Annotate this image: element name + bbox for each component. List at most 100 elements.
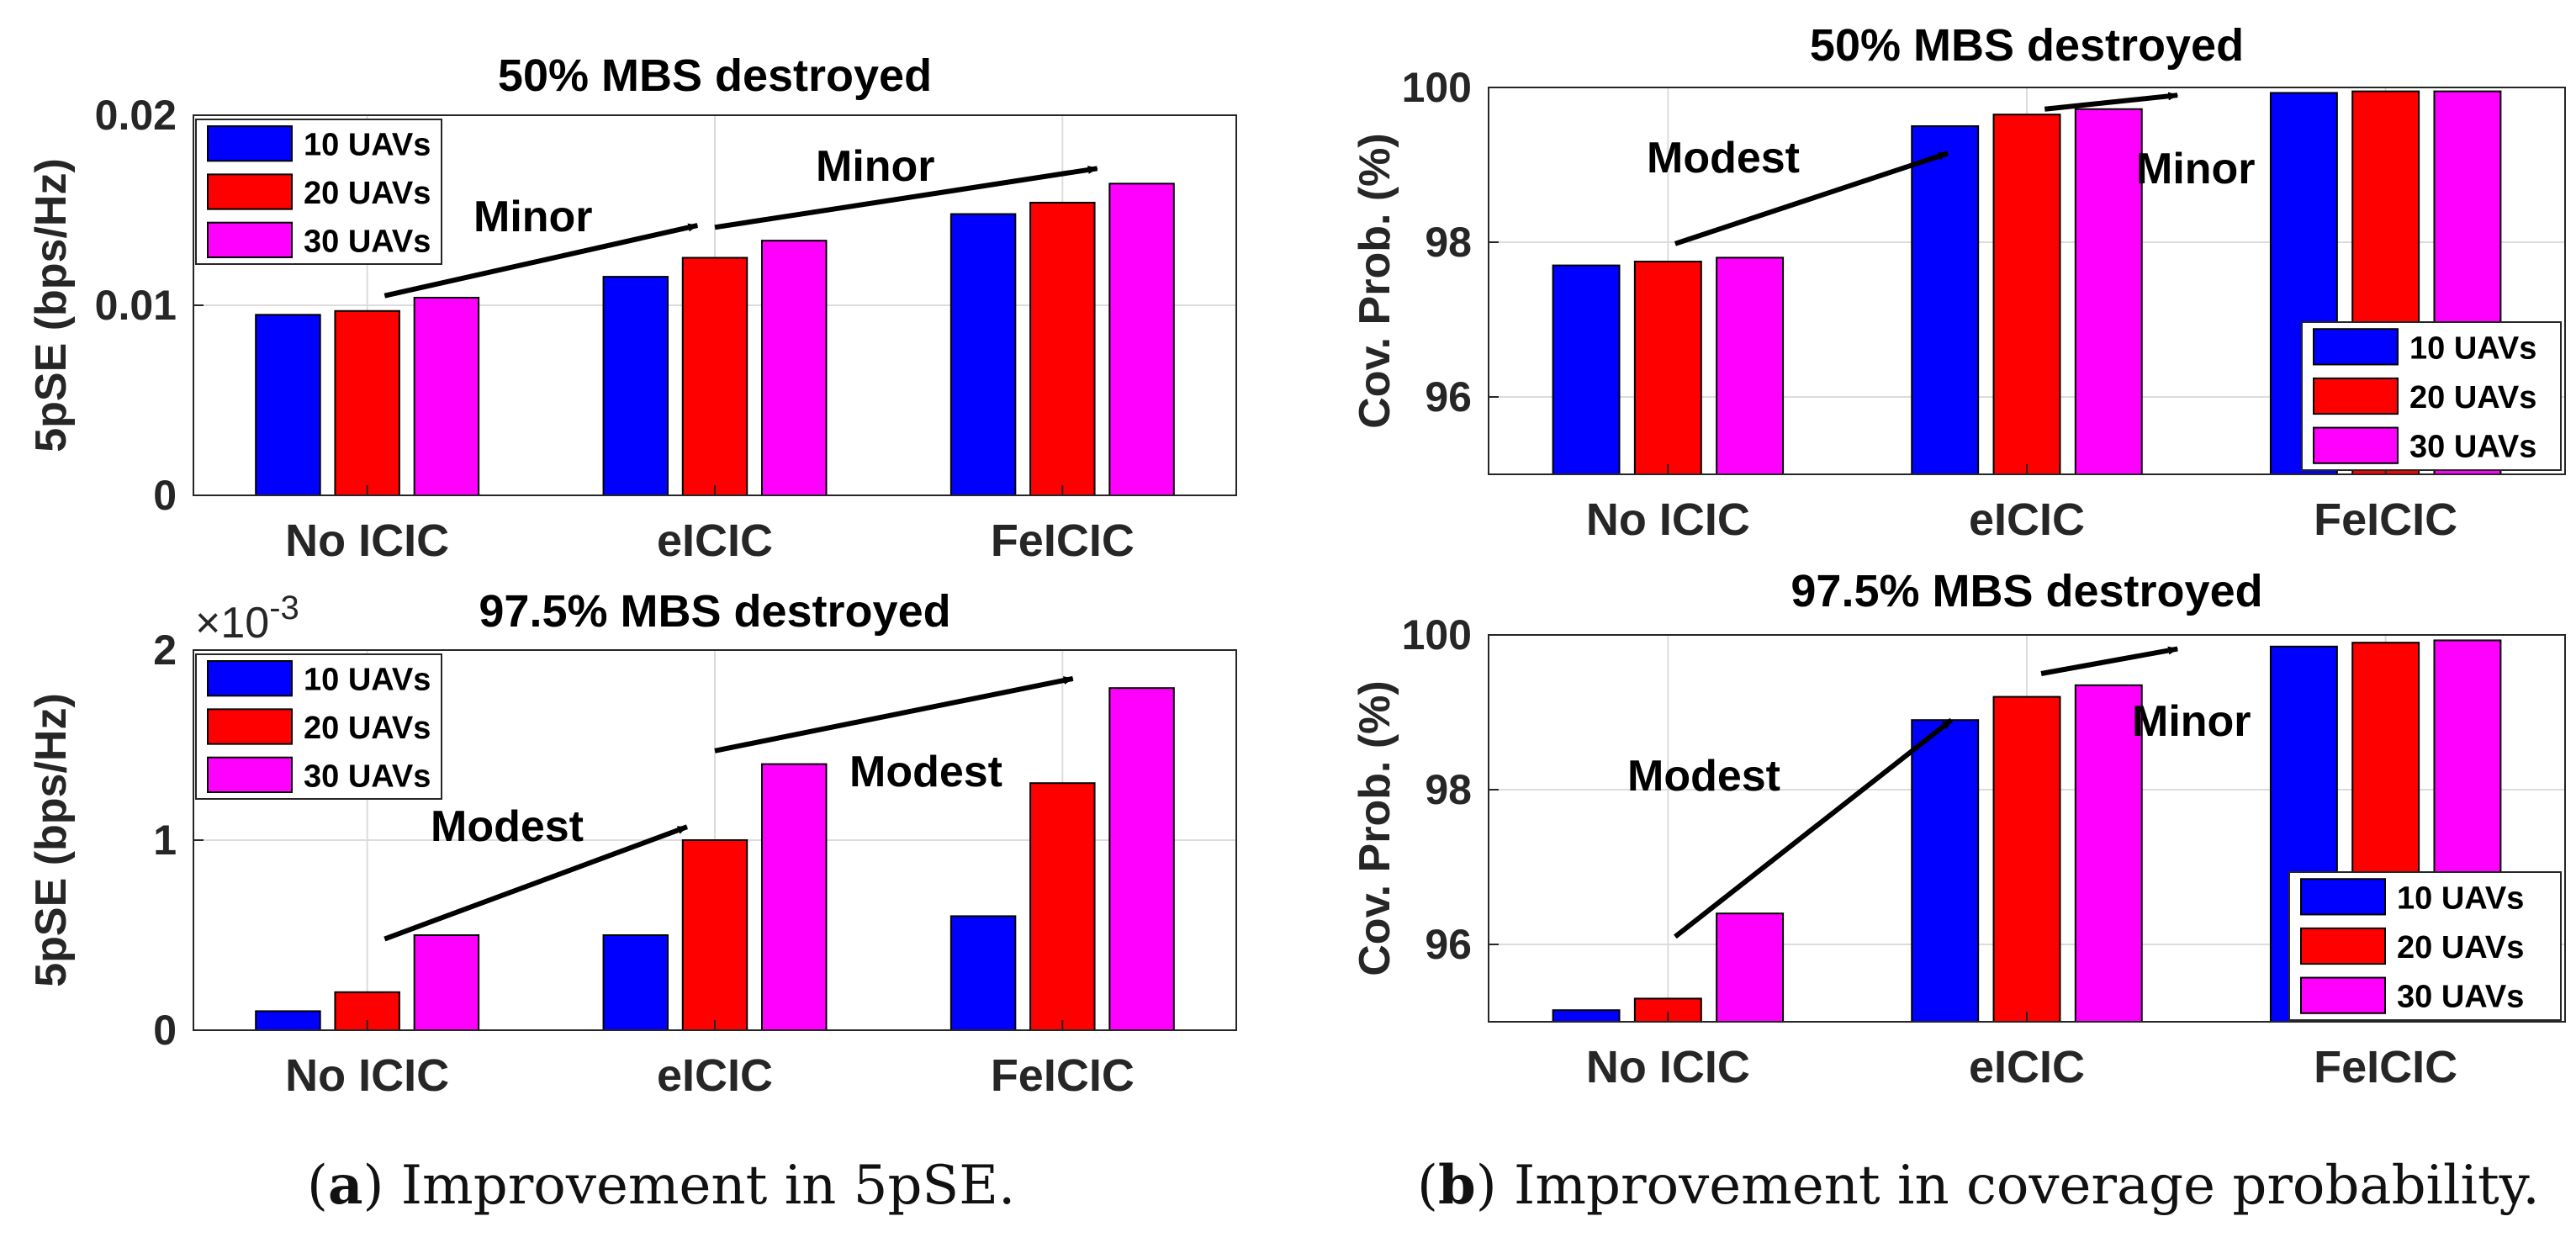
bar-30-uavs	[2074, 108, 2143, 475]
annotation-label: Modest	[1647, 134, 1800, 182]
bar-10-uavs	[949, 213, 1017, 497]
annotation-label: Minor	[816, 142, 935, 191]
legend-swatch	[2313, 377, 2399, 415]
x-tick-label: FeICIC	[991, 516, 1135, 566]
chart-title: 50% MBS destroyed	[1810, 20, 2244, 71]
y-tick-label: 0.02	[95, 92, 177, 139]
annotation-arrow	[1674, 151, 1949, 246]
legend-label: 20 UAVs	[304, 711, 431, 746]
caption-a-text: ) Improvement in 5pSE.	[362, 1155, 1016, 1217]
x-tick-label: No ICIC	[1586, 494, 1750, 545]
annotation-label: Minor	[473, 193, 593, 241]
chart-title: 50% MBS destroyed	[498, 50, 932, 101]
legend-swatch	[207, 660, 293, 697]
caption-b: (b) Improvement in coverage probability.	[1417, 1154, 2540, 1217]
y-axis-label: 5pSE (bps/Hz)	[27, 158, 76, 452]
chart-coverage-50pct: 96 98 100 No ICIC eICIC FeICIC 50% MBS destroy…	[1351, 20, 2566, 545]
bar-10-uavs	[949, 915, 1017, 1032]
x-tick-label: No ICIC	[285, 516, 449, 566]
bar-10-uavs	[1552, 1009, 1621, 1023]
x-tick-label: No ICIC	[285, 1050, 449, 1101]
annotation-arrow	[383, 223, 699, 299]
y-exponent-label: ×10-3	[195, 590, 299, 648]
bar-30-uavs	[413, 296, 480, 496]
legend-swatch	[207, 221, 293, 258]
x-tick-label: No ICIC	[1586, 1042, 1750, 1092]
annotation-label: Modest	[431, 802, 584, 851]
bar-10-uavs	[1911, 719, 1980, 1023]
legend-label: 30 UAVs	[304, 759, 431, 794]
chart-5pse-50pct: 0 0.01 0.02 No ICIC eICIC FeICIC 50% MBS destr…	[27, 50, 1237, 566]
bar-10-uavs	[602, 276, 669, 496]
legend-label: 30 UAVs	[2409, 430, 2536, 465]
x-tick-label: FeICIC	[991, 1050, 1135, 1101]
y-tick-label: 98	[1425, 766, 1472, 813]
annotation-label: Minor	[2132, 697, 2251, 746]
bar-20-uavs	[681, 839, 748, 1031]
x-tick-label: FeICIC	[2314, 494, 2457, 545]
annotation-label: Modest	[849, 748, 1002, 796]
y-axis-label: Cov. Prob. (%)	[1351, 133, 1399, 428]
bar-30-uavs	[761, 763, 828, 1031]
y-tick-label: 0.01	[95, 282, 177, 329]
chart-title: 97.5% MBS destroyed	[1791, 566, 2262, 616]
bar-20-uavs	[1992, 695, 2061, 1023]
legend-swatch	[2300, 878, 2386, 916]
chart-coverage-97-5pct: 96 98 100 No ICIC eICIC FeICIC 97.5% MBS destr…	[1351, 566, 2566, 1092]
annotation-label: Minor	[2136, 145, 2256, 193]
legend-label: 10 UAVs	[304, 663, 431, 698]
bar-20-uavs	[1633, 261, 1702, 475]
annotation-arrow	[714, 166, 1098, 230]
annotation-arrow	[1674, 717, 1954, 939]
legend-swatch	[207, 708, 293, 745]
bar-10-uavs	[1911, 125, 1980, 475]
legend-swatch	[2300, 927, 2386, 965]
bar-30-uavs	[1716, 912, 1785, 1023]
annotation-arrow	[2040, 646, 2179, 676]
legend-label: 10 UAVs	[2409, 331, 2536, 366]
bar-20-uavs	[334, 309, 400, 496]
legend-swatch	[207, 756, 293, 793]
legend-label: 30 UAVs	[2397, 980, 2524, 1015]
legend-label: 20 UAVs	[2397, 930, 2524, 965]
bar-20-uavs	[1029, 782, 1096, 1031]
bar-30-uavs	[2074, 684, 2143, 1023]
caption-b-label: b	[1437, 1154, 1476, 1217]
x-tick-label: eICIC	[657, 1050, 773, 1101]
bar-30-uavs	[1716, 256, 1785, 475]
annotation-label: Modest	[1627, 752, 1780, 801]
bar-20-uavs	[1992, 114, 2061, 475]
y-tick-label: 1	[153, 817, 177, 864]
y-tick-label: 98	[1425, 219, 1472, 266]
y-tick-label: 0	[153, 472, 177, 519]
x-tick-label: eICIC	[1969, 494, 2085, 545]
chart-5pse-97-5pct: 0 1 2 No ICIC eICIC FeICIC 97.5% MBS destroyed…	[27, 586, 1237, 1101]
bar-30-uavs	[761, 240, 828, 496]
bar-20-uavs	[1029, 201, 1096, 497]
legend-swatch	[207, 125, 293, 162]
chart-title: 97.5% MBS destroyed	[479, 586, 950, 637]
annotation-arrow	[2044, 92, 2179, 112]
legend-swatch	[2300, 976, 2386, 1014]
bar-10-uavs	[602, 934, 669, 1031]
x-tick-label: FeICIC	[2314, 1042, 2457, 1092]
legend-swatch	[2313, 328, 2399, 366]
legend-label: 10 UAVs	[304, 128, 431, 163]
bar-30-uavs	[1108, 687, 1175, 1031]
y-tick-label: 100	[1402, 611, 1472, 658]
x-tick-label: eICIC	[1969, 1042, 2085, 1092]
x-tick-label: eICIC	[657, 516, 773, 566]
bar-20-uavs	[681, 256, 748, 496]
bar-30-uavs	[1108, 182, 1175, 497]
bar-10-uavs	[255, 1010, 321, 1032]
bar-10-uavs	[1552, 264, 1621, 475]
y-axis-label: 5pSE (bps/Hz)	[27, 693, 76, 987]
legend-label: 20 UAVs	[304, 176, 431, 211]
y-tick-label: 96	[1425, 373, 1472, 420]
y-tick-label: 2	[153, 627, 177, 674]
legend-label: 30 UAVs	[304, 224, 431, 259]
legend-label: 10 UAVs	[2397, 880, 2524, 916]
bar-10-uavs	[255, 314, 321, 496]
caption-a: (a) Improvement in 5pSE.	[307, 1154, 1016, 1217]
